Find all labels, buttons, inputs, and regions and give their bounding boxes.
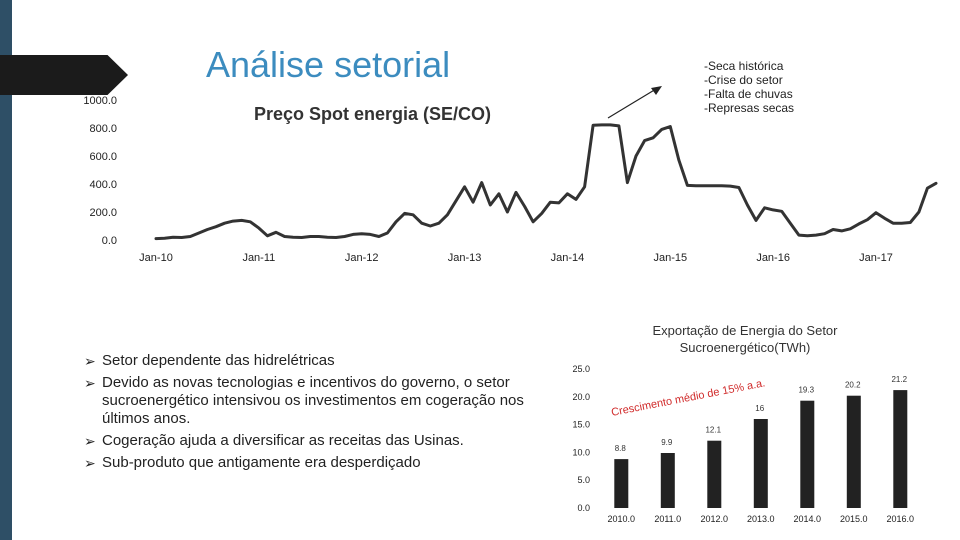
bar-y-tick-label: 15.0 xyxy=(572,420,590,430)
drought-note: -Seca histórica -Crise do setor -Falta d… xyxy=(704,59,794,115)
bullet-text: Setor dependente das hidrelétricas xyxy=(102,352,335,369)
x-tick-label: Jan-16 xyxy=(756,252,790,264)
bullet-item: ➢ Sub-produto que antigamente era desperd… xyxy=(84,454,564,472)
series-line xyxy=(154,123,938,241)
y-tick-label: 200.0 xyxy=(89,207,117,219)
arrow-bullet-icon: ➢ xyxy=(84,455,96,471)
bar-y-tick-label: 10.0 xyxy=(572,447,590,457)
sidebar-accent-bar xyxy=(0,0,12,540)
spot-price-line-chart: 0.0 200.0 400.0 600.0 800.0 1000.0 Jan-10 Jan-1… xyxy=(83,95,938,264)
bar-y-tick-label: 0.0 xyxy=(577,503,590,513)
y-tick-label: 0.0 xyxy=(102,235,117,247)
bar-value-label: 12.1 xyxy=(705,426,721,435)
bar-x-tick-label: 2011.0 xyxy=(654,514,681,524)
bullet-text: Cogeração ajuda a diversificar as receit… xyxy=(102,432,464,449)
bar-x-tick-label: 2015.0 xyxy=(840,514,868,524)
bar-value-label: 21.2 xyxy=(891,375,907,384)
y-tick-label: 800.0 xyxy=(89,123,117,135)
bullet-item: ➢ Cogeração ajuda a diversificar as recei… xyxy=(84,432,564,450)
bar xyxy=(660,453,675,508)
bar-x-tick-label: 2014.0 xyxy=(793,514,821,524)
note-line: -Falta de chuvas xyxy=(704,87,793,101)
bar xyxy=(893,390,908,508)
y-tick-label: 600.0 xyxy=(89,151,117,163)
bar xyxy=(753,419,768,508)
bar-value-label: 19.3 xyxy=(798,386,814,395)
y-tick-label: 400.0 xyxy=(89,179,117,191)
x-tick-label: Jan-12 xyxy=(345,252,379,264)
bullet-item: ➢ Setor dependente das hidrelétricas xyxy=(84,352,564,370)
bar xyxy=(614,459,629,508)
bullet-text: Devido as novas tecnologias e incentivos… xyxy=(102,374,524,427)
note-line: -Represas secas xyxy=(704,101,795,115)
bullet-item: ➢ Devido as novas tecnologias e incentivo… xyxy=(84,374,564,428)
bar-y-tick-label: 25.0 xyxy=(572,364,590,374)
arrow-bullet-icon: ➢ xyxy=(84,353,96,369)
x-tick-label: Jan-10 xyxy=(139,252,173,264)
line-chart-title: Preço Spot energia (SE/CO) xyxy=(254,104,492,124)
bar-value-label: 8.8 xyxy=(615,444,627,453)
growth-annotation: Crescimento médio de 15% a.a. xyxy=(610,377,766,419)
y-tick-label: 1000.0 xyxy=(83,95,117,107)
arrow-bullet-icon: ➢ xyxy=(84,375,96,391)
bar-x-tick-label: 2010.0 xyxy=(607,514,635,524)
bar xyxy=(846,395,861,508)
bar-y-tick-label: 20.0 xyxy=(572,392,590,402)
x-tick-label: Jan-15 xyxy=(653,252,687,264)
bar-y-tick-label: 5.0 xyxy=(577,475,590,485)
bar-x-tick-label: 2013.0 xyxy=(747,514,775,524)
bar-x-tick-label: 2012.0 xyxy=(700,514,728,524)
arrow-bullet-icon: ➢ xyxy=(84,433,96,449)
note-line: -Crise do setor xyxy=(704,73,783,87)
bullet-list: ➢ Setor dependente das hidrelétricas ➢ Dev… xyxy=(84,352,564,476)
callout-arrow-icon xyxy=(607,86,662,119)
bar-value-label: 16 xyxy=(755,404,764,413)
bar-value-label: 20.2 xyxy=(845,381,861,390)
bar-x-tick-label: 2016.0 xyxy=(886,514,914,524)
bar-chart-title: Exportação de Energia do Setor Sucroener… xyxy=(652,323,838,355)
energy-export-bar-chart: 0.0 5.0 10.0 15.0 20.0 25.0 8.8 2010.0 9.9 2011.0… xyxy=(572,364,914,524)
bullet-text: Sub-produto que antigamente era desperdi… xyxy=(102,454,421,471)
slide-title: Análise setorial xyxy=(206,44,451,85)
title-tab-decoration xyxy=(0,55,128,95)
bar xyxy=(707,440,722,508)
x-tick-label: Jan-14 xyxy=(551,252,585,264)
x-tick-label: Jan-13 xyxy=(448,252,482,264)
x-tick-label: Jan-17 xyxy=(859,252,893,264)
bar-value-label: 9.9 xyxy=(661,438,673,447)
x-tick-label: Jan-11 xyxy=(242,252,275,264)
bar xyxy=(800,400,815,508)
note-line: -Seca histórica xyxy=(704,59,784,73)
